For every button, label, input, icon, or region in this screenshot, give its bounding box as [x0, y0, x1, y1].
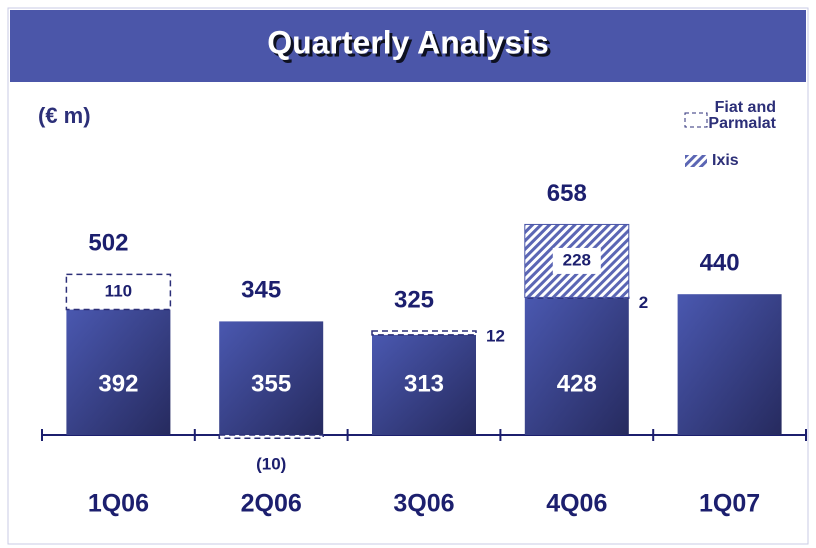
x-tick-label: 2Q06	[241, 490, 302, 518]
total-label: 658	[547, 180, 587, 207]
label-backing	[552, 247, 601, 274]
chart-title: Quarterly Analysis	[267, 24, 549, 60]
value-label: 12	[486, 326, 505, 345]
bar-segment	[219, 321, 324, 435]
value-label: 428	[557, 370, 597, 397]
legend-label: Fiat and Parmalat	[708, 99, 776, 132]
value-label: 2	[639, 293, 648, 312]
bar-segment	[218, 434, 324, 439]
value-label: 228	[563, 250, 591, 269]
value-label: 110	[105, 281, 132, 300]
subtitle: (€ m)	[38, 103, 91, 128]
x-tick-label: 1Q07	[699, 490, 760, 518]
x-tick-label: 4Q06	[546, 490, 607, 518]
total-label: 440	[700, 250, 740, 277]
legend-label: Ixis	[712, 152, 739, 169]
total-label: 325	[394, 286, 434, 313]
bar-segment	[66, 309, 171, 435]
value-label: 355	[251, 370, 291, 397]
total-label: 502	[88, 230, 128, 257]
value-label: 313	[404, 370, 444, 397]
x-tick-label: 1Q06	[88, 490, 149, 518]
bar-segment	[65, 273, 172, 311]
bar-segment	[524, 298, 629, 435]
bar-segment	[677, 294, 782, 435]
legend-swatch	[684, 112, 708, 128]
frame	[7, 7, 809, 545]
x-tick-label: 3Q06	[393, 490, 454, 518]
title-band	[10, 10, 806, 82]
title-shadow: Quarterly Analysis	[270, 27, 552, 63]
bar-segment	[372, 334, 476, 435]
value-label: 392	[98, 370, 138, 397]
legend-swatch	[685, 155, 707, 167]
bar-segment	[371, 330, 477, 336]
value-label: (10)	[256, 454, 286, 473]
total-label: 345	[241, 277, 281, 304]
